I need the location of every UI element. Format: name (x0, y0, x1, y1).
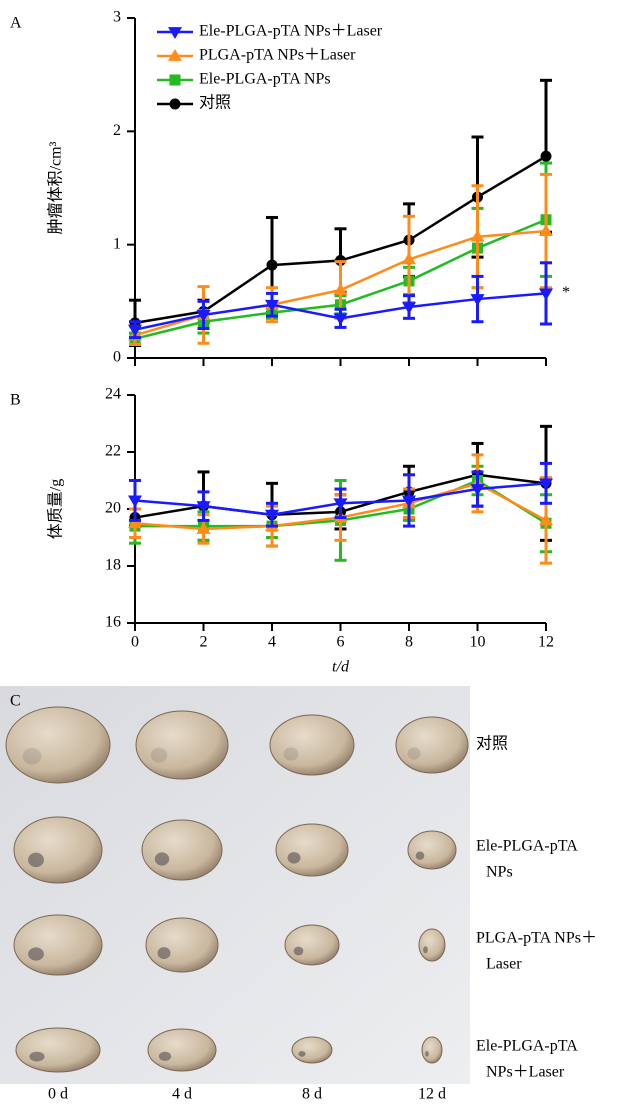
x-tick-label: 2 (200, 634, 208, 651)
tumor-shadow (425, 1051, 429, 1057)
tumor (408, 831, 456, 869)
row-label: PLGA-pTA NPs＋ (476, 930, 597, 947)
legend-label: Ele-PLGA-pTA NPs＋Laser (199, 23, 383, 40)
y-tick-label: 24 (105, 386, 121, 403)
y-tick-label: 22 (105, 443, 121, 460)
tumor (14, 915, 102, 975)
row-label: NPs＋Laser (486, 1064, 565, 1081)
x-tick-label: 6 (337, 634, 345, 651)
column-label: 4 d (172, 1086, 192, 1103)
tumor-shadow (298, 1051, 305, 1057)
tumor-shadow (423, 946, 428, 953)
x-tick-label: 10 (470, 634, 486, 651)
marker (541, 151, 552, 162)
tumor (270, 715, 354, 775)
tumor (6, 707, 110, 783)
legend-label: 对照 (199, 94, 231, 112)
y-tick-label: 16 (105, 614, 121, 631)
y-tick-label: 1 (113, 235, 121, 252)
tumor (14, 817, 102, 883)
tumor-shadow (151, 748, 168, 763)
column-label: 8 d (302, 1086, 322, 1103)
x-tick-label: 4 (268, 634, 276, 651)
panel-label: B (10, 392, 21, 409)
legend-marker (170, 75, 181, 86)
tumor-shadow (23, 748, 42, 765)
tumor-shadow (155, 852, 169, 865)
panel-label: C (10, 693, 21, 710)
column-label: 0 d (48, 1086, 68, 1103)
y-axis-label: 体质量/g (47, 479, 65, 539)
row-label: NPs (486, 864, 513, 881)
y-tick-label: 2 (113, 122, 121, 139)
tumor (16, 1028, 100, 1072)
annotation: * (562, 284, 570, 301)
y-tick-label: 20 (105, 500, 121, 517)
y-tick-label: 18 (105, 557, 121, 574)
x-tick-label: 0 (131, 634, 139, 651)
figure: A肿瘤体积/cm³0123*Ele-PLGA-pTA NPs＋LaserPLGA… (0, 0, 618, 1106)
x-axis-label: t/d (332, 659, 350, 676)
row-label: Laser (486, 956, 522, 973)
row-label: 对照 (476, 735, 508, 753)
y-tick-label: 3 (113, 9, 121, 26)
tumor-shadow (294, 947, 304, 956)
y-tick-label: 0 (113, 349, 121, 366)
row-label: Ele-PLGA-pTA (476, 1038, 578, 1055)
tumor (285, 925, 339, 965)
panel-label: A (10, 15, 22, 32)
marker (539, 224, 553, 236)
tumor (146, 918, 218, 972)
legend-label: PLGA-pTA NPs＋Laser (199, 47, 356, 64)
tumor-shadow (288, 852, 301, 863)
tumor (142, 820, 222, 880)
tumor (292, 1037, 332, 1063)
tumor-shadow (408, 747, 421, 759)
tumor-shadow (158, 947, 171, 959)
tumor (276, 824, 348, 876)
x-tick-label: 12 (538, 634, 554, 651)
tumor-shadow (283, 747, 298, 760)
tumor-shadow (28, 947, 44, 960)
tumor (148, 1029, 216, 1071)
tumor-shadow (416, 852, 425, 860)
column-label: 12 d (418, 1086, 446, 1103)
tumor (422, 1037, 442, 1063)
tumor (136, 711, 228, 779)
marker (267, 260, 278, 271)
row-label: Ele-PLGA-pTA (476, 838, 578, 855)
y-axis-label: 肿瘤体积/cm³ (47, 141, 65, 234)
tumor (419, 929, 445, 961)
legend-label: Ele-PLGA-pTA NPs (199, 71, 331, 88)
tumor (396, 717, 468, 773)
tumor-shadow (29, 1052, 44, 1062)
legend-marker (170, 99, 181, 110)
x-tick-label: 8 (405, 634, 413, 651)
tumor-shadow (159, 1052, 171, 1061)
tumor-shadow (28, 853, 44, 868)
